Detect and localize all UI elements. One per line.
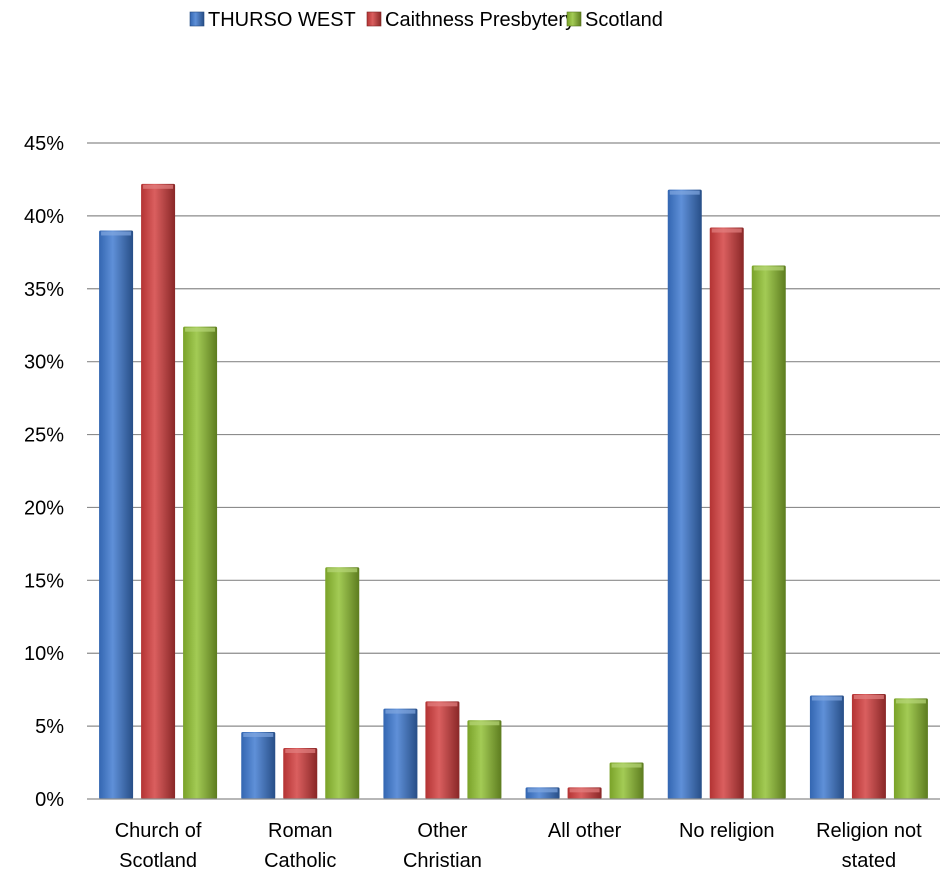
bar-bevel-scotland-church-of-scotland (185, 327, 216, 332)
bar-thurso-west-religion-not-stated (809, 695, 844, 799)
y-axis-tick-labels: 0% 5% 10% 15% 20% 25% 30% 35% 40% 45% (24, 133, 64, 811)
bar-caithness-presbytery-religion-not-stated (851, 694, 886, 799)
bar-bevel-scotland-roman-catholic (327, 568, 358, 573)
bar-bevel-thurso-west-other-christian (385, 709, 416, 714)
bar-bevel-caithness-presbytery-roman-catholic (285, 748, 316, 753)
bar-caithness-presbytery-roman-catholic (283, 747, 318, 799)
bar-bevel-caithness-presbytery-no-religion (711, 228, 742, 233)
bar-bevel-scotland-religion-not-stated (895, 699, 926, 704)
bar-scotland-other-christian (467, 720, 502, 799)
x-tick-label-church-of-scotland: Church of Scotland (115, 820, 202, 872)
x-axis-category-labels: Church of Scotland Roman Catholic Other Chris… (115, 820, 922, 872)
y-tick-label-15: 15% (24, 570, 64, 592)
x-tick-label-all-other: All other (548, 820, 622, 842)
gridlines (87, 142, 940, 727)
bar-caithness-presbytery-other-christian (425, 701, 460, 799)
y-tick-label-40: 40% (24, 206, 64, 228)
legend-swatch-thurso-west (189, 11, 205, 27)
bar-thurso-west-other-christian (383, 708, 418, 799)
bar-bevel-scotland-no-religion (753, 266, 784, 271)
bar-scotland-all-other (609, 762, 644, 799)
legend-swatch-caithness-presbytery (366, 11, 382, 27)
y-tick-label-25: 25% (24, 425, 64, 447)
bar-bevel-thurso-west-religion-not-stated (811, 696, 842, 701)
bar-bevel-caithness-presbytery-other-christian (427, 702, 458, 707)
y-tick-label-5: 5% (35, 716, 64, 738)
bar-scotland-no-religion (751, 265, 786, 799)
bar-bevel-thurso-west-church-of-scotland (101, 231, 132, 236)
x-tick-label-no-religion: No religion (679, 820, 775, 842)
bar-bevel-thurso-west-no-religion (669, 190, 700, 195)
y-tick-label-45: 45% (24, 133, 64, 155)
legend: THURSO WEST Caithness Presbytery Scotland (189, 9, 663, 31)
bars (99, 183, 928, 800)
bar-scotland-roman-catholic (325, 567, 360, 799)
y-tick-label-10: 10% (24, 643, 64, 665)
x-tick-label-other-christian: Other Christian (403, 820, 482, 872)
bar-caithness-presbytery-church-of-scotland (141, 183, 176, 800)
legend-swatch-scotland (566, 11, 582, 27)
bar-thurso-west-church-of-scotland (99, 230, 134, 799)
bar-scotland-religion-not-stated (893, 698, 928, 799)
legend-label-caithness-presbytery: Caithness Presbytery (385, 9, 575, 31)
y-tick-label-20: 20% (24, 497, 64, 519)
bar-bevel-caithness-presbytery-all-other (569, 788, 600, 793)
bar-bevel-caithness-presbytery-religion-not-stated (853, 695, 884, 700)
y-tick-label-0: 0% (35, 789, 64, 811)
legend-label-scotland: Scotland (585, 9, 663, 31)
bar-scotland-church-of-scotland (183, 326, 218, 799)
bar-bevel-scotland-all-other (611, 763, 642, 768)
x-tick-label-roman-catholic: Roman Catholic (264, 820, 336, 872)
bar-bevel-caithness-presbytery-church-of-scotland (143, 184, 174, 189)
bar-thurso-west-no-religion (667, 189, 702, 799)
legend-label-thurso-west: THURSO WEST (208, 9, 356, 31)
y-tick-label-35: 35% (24, 279, 64, 301)
bar-bevel-thurso-west-all-other (527, 788, 558, 793)
bar-thurso-west-roman-catholic (241, 731, 276, 799)
y-tick-label-30: 30% (24, 352, 64, 374)
bar-caithness-presbytery-no-religion (709, 227, 744, 799)
bar-bevel-thurso-west-roman-catholic (243, 732, 274, 737)
bar-bevel-scotland-other-christian (469, 721, 500, 726)
x-tick-label-religion-not-stated: Religion not stated (816, 820, 922, 872)
